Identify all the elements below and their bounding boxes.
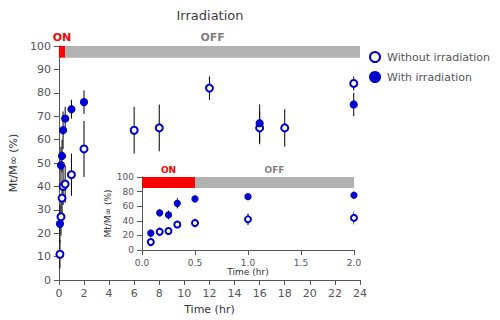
- svg-text:0.0: 0.0: [135, 258, 150, 268]
- svg-text:With irradiation: With irradiation: [387, 71, 472, 84]
- svg-text:20: 20: [37, 227, 51, 240]
- svg-text:12: 12: [202, 287, 216, 300]
- svg-text:60: 60: [37, 133, 51, 146]
- svg-text:2.0: 2.0: [347, 258, 362, 268]
- svg-text:10: 10: [177, 287, 191, 300]
- svg-text:40: 40: [123, 216, 135, 226]
- svg-text:1.0: 1.0: [241, 258, 256, 268]
- svg-text:70: 70: [37, 110, 51, 123]
- svg-text:0: 0: [44, 274, 51, 287]
- svg-text:OFF: OFF: [265, 165, 285, 175]
- svg-text:6: 6: [131, 287, 138, 300]
- svg-text:50: 50: [37, 157, 51, 170]
- svg-text:Mt/M∞ (%): Mt/M∞ (%): [103, 189, 113, 237]
- svg-text:40: 40: [37, 180, 51, 193]
- svg-text:2: 2: [80, 287, 87, 300]
- svg-text:0: 0: [128, 245, 134, 255]
- svg-text:18: 18: [278, 287, 292, 300]
- svg-text:ON: ON: [53, 31, 72, 44]
- svg-text:Mt/M∞ (%): Mt/M∞ (%): [7, 134, 20, 193]
- svg-text:Time (hr): Time (hr): [226, 267, 268, 277]
- svg-text:20: 20: [123, 230, 135, 240]
- svg-text:OFF: OFF: [200, 31, 224, 44]
- svg-text:100: 100: [30, 40, 51, 53]
- svg-text:4: 4: [106, 287, 113, 300]
- svg-text:16: 16: [253, 287, 267, 300]
- svg-text:80: 80: [123, 187, 135, 197]
- svg-text:10: 10: [37, 250, 51, 263]
- svg-text:0.5: 0.5: [188, 258, 202, 268]
- svg-text:Time (hr): Time (hr): [183, 303, 235, 316]
- svg-text:0: 0: [55, 287, 62, 300]
- svg-text:24: 24: [353, 287, 367, 300]
- svg-text:14: 14: [228, 287, 242, 300]
- svg-text:8: 8: [156, 287, 163, 300]
- svg-text:Irradiation: Irradiation: [177, 8, 244, 23]
- svg-text:30: 30: [37, 203, 51, 216]
- svg-text:60: 60: [123, 201, 135, 211]
- svg-text:22: 22: [328, 287, 342, 300]
- svg-text:20: 20: [303, 287, 317, 300]
- svg-text:ON: ON: [161, 165, 176, 175]
- svg-text:Without irradiation: Without irradiation: [387, 51, 490, 64]
- svg-text:80: 80: [37, 86, 51, 99]
- svg-text:100: 100: [117, 172, 134, 182]
- svg-text:1.5: 1.5: [294, 258, 308, 268]
- svg-text:90: 90: [37, 63, 51, 76]
